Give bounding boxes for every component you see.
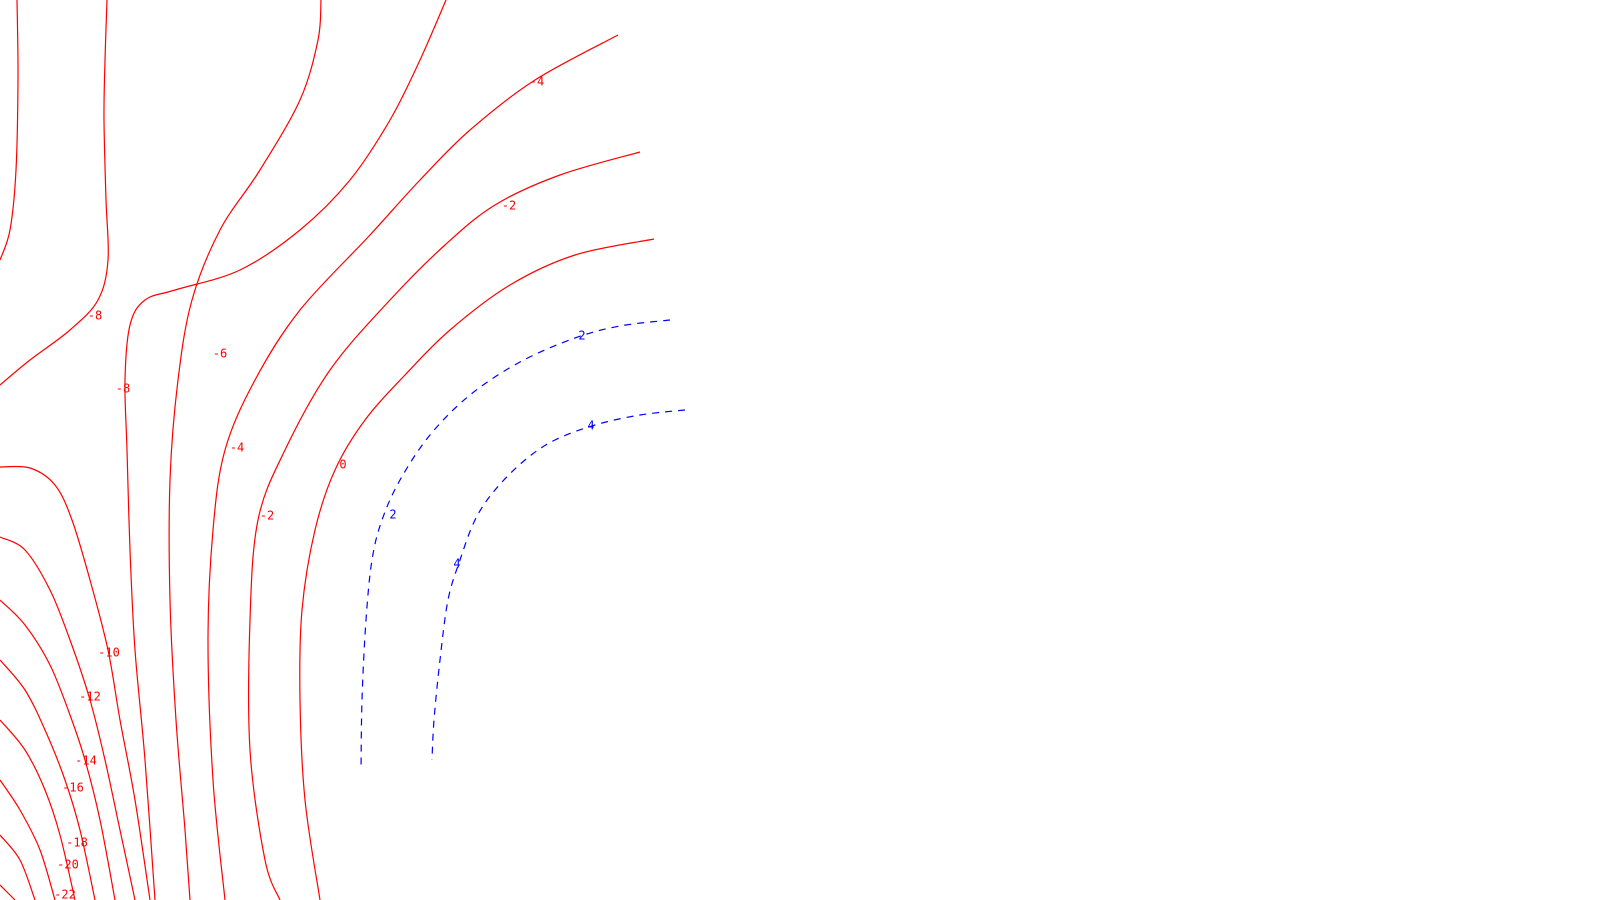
contour-lines <box>0 0 686 900</box>
contour-label-zero: 0 <box>339 458 346 472</box>
contour-label-m12: -12 <box>79 690 101 704</box>
contour-line-m10 <box>0 465 151 900</box>
contour-line-m12 <box>0 536 136 900</box>
contour-line-p2 <box>360 319 671 771</box>
contour-label-m8-a: -8 <box>88 309 102 323</box>
contour-label-p4-top: 4 <box>587 419 594 433</box>
contour-labels: -4 -2 -8 -6 -8 -4 0 -2 -10 -12 -14 -16 -18 -20 -22 2 4 2 4 <box>54 75 594 900</box>
contour-line-m16 <box>0 659 96 900</box>
contour-label-m16: -16 <box>62 781 84 795</box>
contour-label-m18: -18 <box>66 836 88 850</box>
contour-line-m8-upper <box>0 0 109 386</box>
contour-label-m14: -14 <box>75 754 97 768</box>
contour-line-m22 <box>0 834 36 900</box>
contour-label-p2-left: 2 <box>389 508 396 522</box>
contour-label-p4-left: 4 <box>453 557 460 571</box>
contour-line-m8-lower <box>124 0 447 900</box>
contour-line-m2 <box>247 151 641 900</box>
contour-line-p4 <box>431 409 686 761</box>
contour-line-m4 <box>207 34 619 900</box>
contour-label-m8-b: -8 <box>116 382 130 396</box>
contour-line-m18 <box>0 719 76 900</box>
contour-label-p2-top: 2 <box>578 329 585 343</box>
contour-label-m20: -20 <box>57 858 79 872</box>
contour-label-m2-top: -2 <box>502 199 516 213</box>
contour-line-m24 <box>0 884 16 900</box>
contour-label-m6: -6 <box>213 347 227 361</box>
contour-line-m20 <box>0 779 56 900</box>
contour-line-m8-left-edge <box>0 0 19 261</box>
contour-line-m6 <box>168 0 322 900</box>
contour-line-zero <box>299 238 655 900</box>
contour-label-m22: -22 <box>54 888 76 900</box>
contour-label-m10: -10 <box>98 646 120 660</box>
contour-line-m14 <box>0 599 116 900</box>
contour-label-m4-top: -4 <box>530 75 544 89</box>
contour-label-m4-left: -4 <box>230 441 244 455</box>
contour-label-m2-left: -2 <box>260 509 274 523</box>
